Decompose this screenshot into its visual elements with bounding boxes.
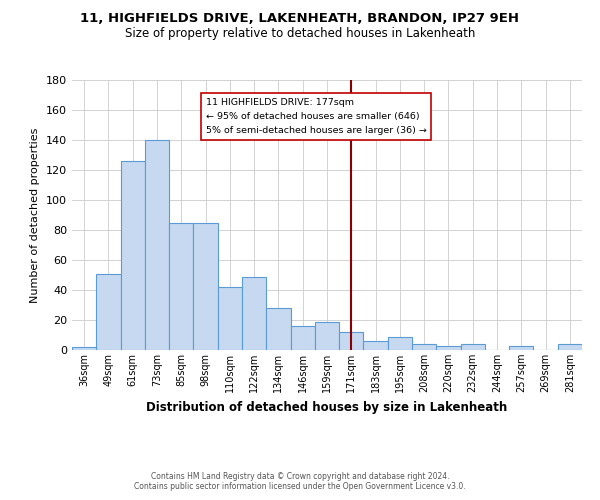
Bar xyxy=(290,326,315,350)
Bar xyxy=(558,344,582,350)
Bar xyxy=(315,322,339,350)
Bar xyxy=(96,274,121,350)
Bar xyxy=(193,222,218,350)
Text: Contains public sector information licensed under the Open Government Licence v3: Contains public sector information licen… xyxy=(134,482,466,491)
Bar xyxy=(145,140,169,350)
Text: Contains HM Land Registry data © Crown copyright and database right 2024.: Contains HM Land Registry data © Crown c… xyxy=(151,472,449,481)
Y-axis label: Number of detached properties: Number of detached properties xyxy=(31,128,40,302)
Bar xyxy=(509,346,533,350)
X-axis label: Distribution of detached houses by size in Lakenheath: Distribution of detached houses by size … xyxy=(146,400,508,413)
Bar xyxy=(388,336,412,350)
Bar xyxy=(266,308,290,350)
Bar xyxy=(461,344,485,350)
Bar xyxy=(339,332,364,350)
Bar xyxy=(72,347,96,350)
Bar xyxy=(364,341,388,350)
Bar xyxy=(169,222,193,350)
Text: Size of property relative to detached houses in Lakenheath: Size of property relative to detached ho… xyxy=(125,28,475,40)
Bar xyxy=(218,287,242,350)
Text: 11 HIGHFIELDS DRIVE: 177sqm
← 95% of detached houses are smaller (646)
5% of sem: 11 HIGHFIELDS DRIVE: 177sqm ← 95% of det… xyxy=(206,98,427,135)
Bar xyxy=(412,344,436,350)
Bar xyxy=(121,161,145,350)
Bar xyxy=(436,346,461,350)
Bar xyxy=(242,276,266,350)
Text: 11, HIGHFIELDS DRIVE, LAKENHEATH, BRANDON, IP27 9EH: 11, HIGHFIELDS DRIVE, LAKENHEATH, BRANDO… xyxy=(80,12,520,26)
